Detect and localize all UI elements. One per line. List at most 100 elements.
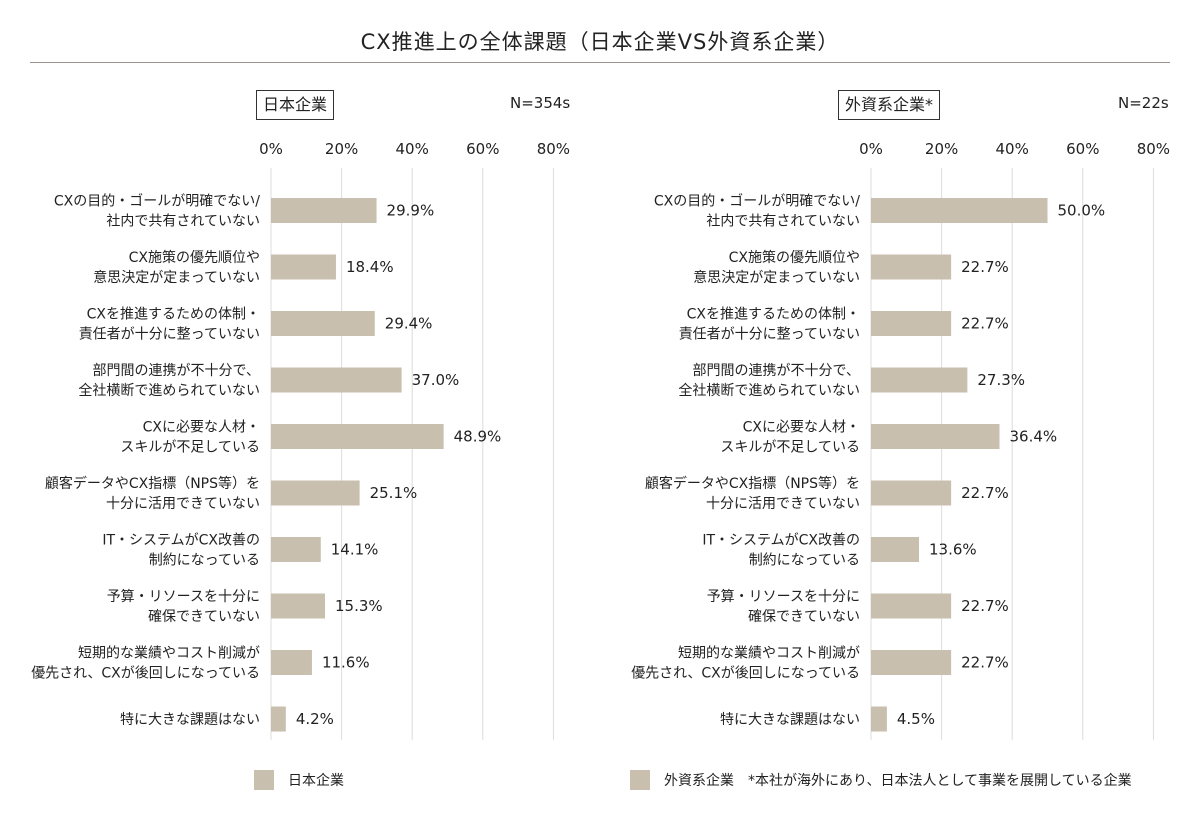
legend-japan: 日本企業 xyxy=(254,770,344,790)
x-tick-label: 40% xyxy=(396,140,429,158)
data-label: 29.9% xyxy=(387,202,435,220)
bar xyxy=(271,367,402,393)
category-label: 短期的な業績やコスト削減が xyxy=(78,645,260,662)
category-label: 予算・リソースを十分に xyxy=(707,589,860,605)
data-label: 11.6% xyxy=(322,654,370,672)
x-tick-label: 40% xyxy=(996,140,1029,158)
x-tick-label: 80% xyxy=(537,140,570,158)
data-label: 4.5% xyxy=(897,710,935,728)
category-label: 優先され、CXが後回しになっている xyxy=(631,666,860,682)
bar xyxy=(271,254,336,280)
category-label: 十分に活用できていない xyxy=(706,496,860,512)
category-label: 部門間の連携が不十分で、 xyxy=(93,363,260,379)
category-label: CX施策の優先順位や xyxy=(129,249,260,266)
legend-foreign: 外資系企業 *本社が海外にあり、日本法人として事業を展開している企業 xyxy=(630,770,1132,790)
bar xyxy=(271,706,286,732)
data-label: 18.4% xyxy=(346,258,394,276)
bar xyxy=(871,311,952,336)
data-label: 22.7% xyxy=(961,315,1009,333)
category-label: CX施策の優先順位や xyxy=(729,249,860,266)
category-label: CXの目的・ゴールが明確でない/ xyxy=(54,193,260,210)
data-label: 25.1% xyxy=(370,484,418,502)
category-label: 十分に活用できていない xyxy=(106,496,260,512)
panel-label-japan: 日本企業 xyxy=(256,90,335,120)
bar xyxy=(271,650,312,675)
data-label: 4.2% xyxy=(296,710,334,728)
bar xyxy=(271,537,321,562)
category-label: 優先され、CXが後回しになっている xyxy=(31,666,260,682)
category-label: 短期的な業績やコスト削減が xyxy=(678,645,860,662)
legend-label-japan: 日本企業 xyxy=(288,773,344,789)
category-label: CXを推進するための体制・ xyxy=(687,307,860,323)
bar xyxy=(871,367,968,393)
bar xyxy=(271,311,375,336)
category-label: IT・システムがCX改善の xyxy=(702,533,860,549)
title-underline xyxy=(30,62,1170,63)
bar xyxy=(271,480,360,506)
x-tick-label: 0% xyxy=(859,140,883,158)
data-label: 22.7% xyxy=(961,597,1009,615)
sample-size-foreign: N=22s xyxy=(1118,94,1169,112)
category-label: IT・システムがCX改善の xyxy=(102,533,260,549)
category-label: スキルが不足している xyxy=(120,440,260,456)
bar xyxy=(871,650,952,675)
category-label: 予算・リソースを十分に xyxy=(107,589,260,605)
category-label: 確保できていない xyxy=(748,609,860,625)
x-tick-label: 20% xyxy=(925,140,958,158)
bar xyxy=(871,537,920,562)
category-label: 責任者が十分に整っていない xyxy=(79,327,260,343)
data-label: 36.4% xyxy=(1009,428,1057,446)
x-tick-label: 60% xyxy=(466,140,499,158)
category-label: 社内で共有されていない xyxy=(106,214,260,230)
data-label: 37.0% xyxy=(412,371,460,389)
legend-swatch xyxy=(630,770,650,790)
category-label: CXの目的・ゴールが明確でない/ xyxy=(654,193,860,210)
category-label: 顧客データやCX指標（NPS等）を xyxy=(45,475,260,492)
data-label: 14.1% xyxy=(331,541,379,559)
category-label: スキルが不足している xyxy=(720,440,860,456)
x-tick-label: 60% xyxy=(1066,140,1099,158)
x-tick-label: 20% xyxy=(325,140,358,158)
data-label: 22.7% xyxy=(961,484,1009,502)
category-label: 社内で共有されていない xyxy=(706,214,860,230)
category-label: 意思決定が定まっていない xyxy=(93,269,260,286)
category-label: 部門間の連携が不十分で、 xyxy=(693,363,860,379)
bar xyxy=(271,198,377,223)
bar-chart-japan: 0% 20% 40% 60% 80% 29.9% CXの目的・ゴールが明確でない/社内で共有… xyxy=(31,140,570,740)
legend-label-foreign: 外資系企業 *本社が海外にあり、日本法人として事業を展開している企業 xyxy=(664,773,1132,789)
data-label: 29.4% xyxy=(385,315,433,333)
category-label: 特に大きな課題はない xyxy=(120,712,260,728)
panel-label-foreign: 外資系企業* xyxy=(838,90,941,120)
data-label: 27.3% xyxy=(977,371,1025,389)
category-label: CXに必要な人材・ xyxy=(743,420,860,436)
data-label: 48.9% xyxy=(454,428,502,446)
category-label: 顧客データやCX指標（NPS等）を xyxy=(645,475,860,492)
chart-title: CX推進上の全体課題（日本企業VS外資系企業） xyxy=(360,30,840,54)
bar xyxy=(271,593,326,619)
category-label: 責任者が十分に整っていない xyxy=(679,327,860,343)
foreign-panel: 外資系企業* N=22s 0% 20% 40% 60% 80% 50.0% CXの目的・ゴー… xyxy=(600,90,1170,750)
bar xyxy=(271,424,444,449)
category-label: 全社横断で進められていない xyxy=(678,382,860,399)
category-label: 確保できていない xyxy=(148,609,260,625)
category-label: 制約になっている xyxy=(749,553,860,569)
bar xyxy=(871,480,952,506)
legend-swatch xyxy=(254,770,274,790)
bar xyxy=(871,593,952,619)
bar xyxy=(871,706,887,732)
data-label: 22.7% xyxy=(961,258,1009,276)
category-label: 全社横断で進められていない xyxy=(78,382,260,399)
category-label: CXに必要な人材・ xyxy=(143,420,260,436)
bar-chart-foreign: 0% 20% 40% 60% 80% 50.0% CXの目的・ゴールが明確でない/社内で共有… xyxy=(631,140,1170,740)
bar xyxy=(871,424,1000,449)
data-label: 22.7% xyxy=(961,654,1009,672)
data-label: 50.0% xyxy=(1058,202,1106,220)
data-label: 13.6% xyxy=(929,541,977,559)
x-tick-label: 80% xyxy=(1137,140,1170,158)
bar xyxy=(871,254,952,280)
sample-size-japan: N=354s xyxy=(510,94,571,112)
category-label: 特に大きな課題はない xyxy=(720,712,860,728)
bar xyxy=(871,198,1048,223)
x-tick-label: 0% xyxy=(259,140,283,158)
data-label: 15.3% xyxy=(335,597,383,615)
